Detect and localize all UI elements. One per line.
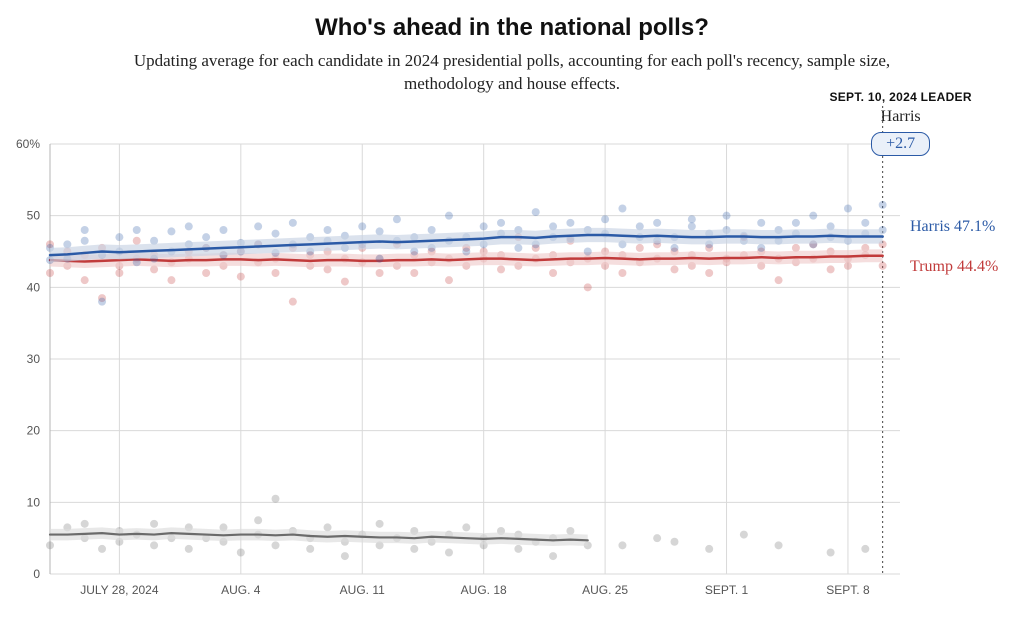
svg-text:30: 30 bbox=[27, 352, 41, 366]
svg-text:0: 0 bbox=[33, 567, 40, 581]
leader-date-label: SEPT. 10, 2024 LEADER bbox=[811, 90, 991, 104]
svg-text:AUG. 25: AUG. 25 bbox=[582, 583, 628, 597]
end-label-trump: Trump 44.4% bbox=[910, 258, 998, 276]
svg-text:10: 10 bbox=[27, 495, 41, 509]
svg-text:AUG. 18: AUG. 18 bbox=[461, 583, 507, 597]
svg-text:AUG. 4: AUG. 4 bbox=[221, 583, 261, 597]
end-label-harris: Harris 47.1% bbox=[910, 218, 995, 236]
poll-chart-container: Who's ahead in the national polls? Updat… bbox=[0, 14, 1024, 625]
leader-box: SEPT. 10, 2024 LEADER Harris +2.7 bbox=[811, 90, 991, 156]
svg-text:60%: 60% bbox=[16, 137, 40, 151]
svg-text:40: 40 bbox=[27, 280, 41, 294]
svg-text:JULY 28, 2024: JULY 28, 2024 bbox=[80, 583, 159, 597]
svg-text:SEPT. 1: SEPT. 1 bbox=[705, 583, 749, 597]
svg-text:SEPT. 8: SEPT. 8 bbox=[826, 583, 870, 597]
svg-text:AUG. 11: AUG. 11 bbox=[340, 583, 385, 597]
svg-text:50: 50 bbox=[27, 209, 41, 223]
leader-name: Harris bbox=[811, 108, 991, 126]
leader-margin-badge: +2.7 bbox=[871, 132, 930, 156]
svg-text:20: 20 bbox=[27, 424, 41, 438]
